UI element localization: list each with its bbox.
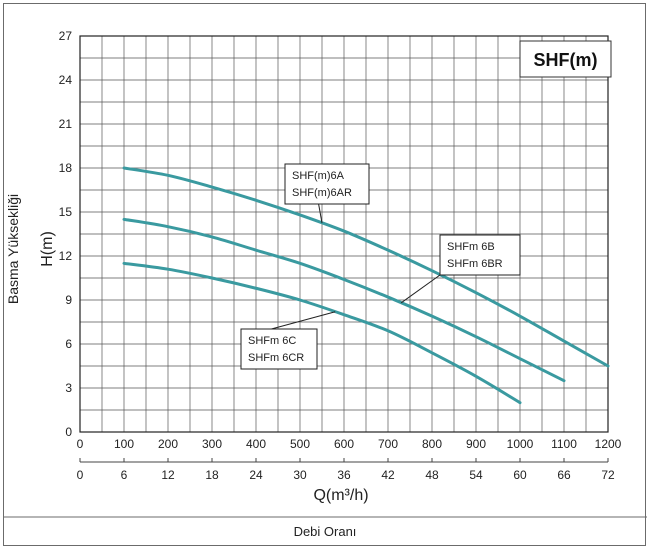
x-primary-tick-label: 1000 <box>507 437 534 451</box>
annotation-label: SHF(m)6AR <box>292 187 352 199</box>
y-tick-label: 21 <box>59 117 73 131</box>
x-primary-tick-label: 400 <box>246 437 266 451</box>
x-secondary-tick-label: 72 <box>601 468 615 482</box>
x-primary-tick-label: 1100 <box>551 437 577 451</box>
annotation-label: SHFm 6C <box>248 335 296 347</box>
title-box <box>519 40 612 78</box>
x-secondary-tick-label: 12 <box>161 468 175 482</box>
y-tick-label: 9 <box>65 293 72 307</box>
x-secondary-tick-label: 6 <box>121 468 128 482</box>
x-primary-tick-label: 800 <box>422 437 442 451</box>
annotation-label: SHFm 6CR <box>248 352 304 364</box>
chart-title: SHF(m) <box>534 50 598 70</box>
annotation-leader-2 <box>400 274 441 304</box>
x-secondary-tick-labels: 0 6 12 18 24 30 36 42 48 54 60 66 72 <box>77 468 615 482</box>
y-tick-label: 0 <box>65 425 72 439</box>
y-axis-outer-label: Basma Yüksekliği <box>5 194 21 304</box>
x-secondary-tick-label: 30 <box>293 468 307 482</box>
pump-curve-chart: SHF(m)6A SHF(m)6AR SHFm 6B SHFm 6BR SHFm 6C S… <box>4 29 647 539</box>
annotation-label: SHF(m)6A <box>292 170 345 182</box>
x-primary-tick-label: 700 <box>378 437 398 451</box>
y-tick-label: 24 <box>59 73 73 87</box>
curves <box>122 166 610 405</box>
x-secondary-tick-label: 0 <box>77 468 84 482</box>
x-primary-tick-label: 900 <box>466 437 486 451</box>
x-secondary-tick-label: 42 <box>381 468 395 482</box>
y-tick-label: 18 <box>59 161 73 175</box>
annotation-leader-1 <box>318 203 323 224</box>
plot-border <box>79 35 609 433</box>
x-axis-outer-label: Debi Oranı <box>294 524 357 539</box>
annotation-box-3 <box>240 328 318 370</box>
annotation-leader-3 <box>271 311 336 330</box>
annotation-label: SHFm 6B <box>447 241 495 253</box>
y-axis-inner-label: H(m) <box>39 231 56 267</box>
y-tick-label: 15 <box>59 205 73 219</box>
y-tick-label: 27 <box>59 29 73 43</box>
series-line-2 <box>122 217 566 383</box>
x-primary-tick-label: 200 <box>158 437 178 451</box>
x-primary-tick-label: 600 <box>334 437 354 451</box>
y-tick-label: 3 <box>65 381 72 395</box>
annotations: SHF(m)6A SHF(m)6AR SHFm 6B SHFm 6BR SHFm 6C S… <box>240 163 521 370</box>
chart-frame: SHF(m)6A SHF(m)6AR SHFm 6B SHFm 6BR SHFm 6C S… <box>3 3 647 546</box>
x-axis-inner-label: Q(m³/h) <box>313 487 368 504</box>
x-secondary-tick-label: 48 <box>425 468 439 482</box>
annotation-box-2 <box>439 234 521 276</box>
annotation-label: SHFm 6BR <box>447 258 503 270</box>
y-tick-labels: 0 3 6 9 12 15 18 21 24 27 <box>59 29 73 439</box>
x-primary-tick-label: 0 <box>77 437 84 451</box>
x-primary-tick-label: 300 <box>202 437 222 451</box>
x-secondary-tick-label: 60 <box>513 468 527 482</box>
x-secondary-tick-label: 36 <box>337 468 351 482</box>
series-line-3 <box>122 261 522 405</box>
x-primary-tick-labels: 0 100 200 300 400 500 600 700 800 900 1000 1100 1200 <box>77 437 622 451</box>
annotation-box-1 <box>284 163 370 205</box>
grid <box>79 35 609 463</box>
y-tick-label: 6 <box>65 337 72 351</box>
x-secondary-tick-label: 66 <box>557 468 571 482</box>
x-secondary-tick-label: 54 <box>469 468 483 482</box>
series-line-1 <box>122 166 610 368</box>
x-secondary-tick-label: 24 <box>249 468 263 482</box>
x-primary-tick-label: 500 <box>290 437 310 451</box>
x-primary-tick-label: 1200 <box>595 437 622 451</box>
x-secondary-tick-label: 18 <box>205 468 219 482</box>
x-primary-tick-label: 100 <box>114 437 134 451</box>
y-tick-label: 12 <box>59 249 73 263</box>
